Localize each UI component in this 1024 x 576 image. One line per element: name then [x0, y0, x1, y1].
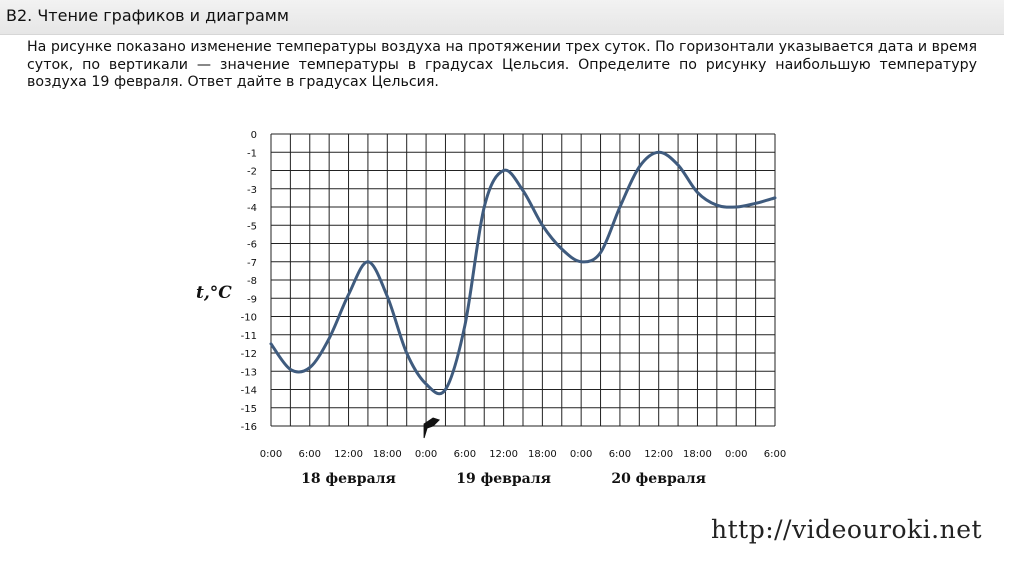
x-tick-label: 12:00 [644, 449, 673, 460]
y-tick-label: -9 [247, 294, 257, 305]
y-tick-label: -7 [247, 258, 257, 269]
y-tick-label: -16 [241, 422, 257, 433]
x-tick-label: 0:00 [415, 449, 437, 460]
x-tick-label: 12:00 [334, 449, 363, 460]
temperature-series-line [269, 150, 777, 396]
y-tick-label: -3 [247, 185, 257, 196]
date-label: 19 февраля [456, 471, 551, 487]
x-tick-label: 18:00 [528, 449, 557, 460]
y-tick-label: -15 [241, 404, 257, 415]
y-tick-label: -6 [247, 240, 257, 251]
y-tick-label: -2 [247, 167, 257, 178]
x-tick-label: 6:00 [299, 449, 321, 460]
y-tick-label: -1 [247, 148, 257, 159]
y-tick-label: -4 [247, 203, 257, 214]
y-tick-label: -12 [241, 349, 257, 360]
x-tick-label: 0:00 [570, 449, 592, 460]
x-tick-label: 0:00 [725, 449, 747, 460]
y-axis-label: t,°C [196, 283, 232, 303]
x-tick-label: 6:00 [454, 449, 476, 460]
page-title: B2. Чтение графиков и диаграмм [6, 6, 289, 25]
date-label: 18 февраля [301, 471, 396, 487]
task-text: На рисунке показано изменение температур… [27, 39, 977, 90]
watermark-url: http://videouroki.net [711, 515, 983, 544]
date-label: 20 февраля [611, 471, 706, 487]
y-tick-label: -14 [241, 386, 257, 397]
x-tick-label: 18:00 [373, 449, 402, 460]
y-tick-label: 0 [251, 130, 257, 141]
x-tick-label: 12:00 [489, 449, 518, 460]
x-tick-label: 0:00 [260, 449, 282, 460]
y-tick-label: -8 [247, 276, 257, 287]
x-tick-label: 18:00 [683, 449, 712, 460]
y-tick-label: -5 [247, 221, 257, 232]
cursor-icon [423, 417, 441, 439]
header-bar: B2. Чтение графиков и диаграмм [0, 0, 1004, 35]
x-tick-label: 6:00 [609, 449, 631, 460]
y-tick-label: -13 [241, 367, 257, 378]
y-tick-label: -11 [241, 331, 257, 342]
y-tick-label: -10 [241, 313, 257, 324]
x-tick-label: 6:00 [764, 449, 786, 460]
